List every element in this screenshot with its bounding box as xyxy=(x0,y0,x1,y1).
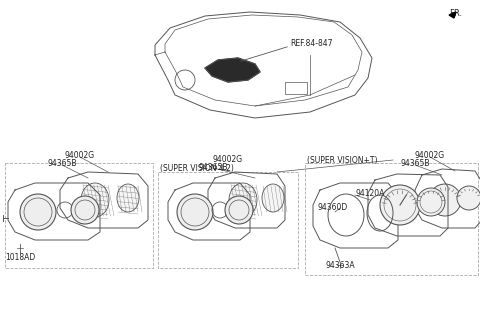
Bar xyxy=(285,82,307,94)
Text: 94365B: 94365B xyxy=(400,159,430,169)
Bar xyxy=(305,163,478,275)
Text: 94365B: 94365B xyxy=(47,159,77,169)
Text: (SUPER VISION+T): (SUPER VISION+T) xyxy=(307,156,377,166)
Text: 94002G: 94002G xyxy=(65,152,95,160)
Text: 94002G: 94002G xyxy=(213,156,243,165)
Text: FR.: FR. xyxy=(449,9,462,18)
Circle shape xyxy=(429,184,461,216)
Polygon shape xyxy=(205,58,260,82)
Text: 94002G: 94002G xyxy=(415,152,445,160)
Circle shape xyxy=(71,196,99,224)
Text: REF.84-847: REF.84-847 xyxy=(290,39,333,49)
Text: 94363A: 94363A xyxy=(325,260,355,270)
Circle shape xyxy=(380,185,420,225)
Polygon shape xyxy=(449,12,456,18)
Bar xyxy=(158,172,298,268)
Ellipse shape xyxy=(117,184,139,212)
Text: 94120A: 94120A xyxy=(355,188,384,198)
Ellipse shape xyxy=(229,183,257,217)
Bar xyxy=(5,163,153,268)
Text: (SUPER VISION 4.2): (SUPER VISION 4.2) xyxy=(160,165,234,173)
Circle shape xyxy=(417,188,445,216)
Text: 94360D: 94360D xyxy=(318,202,348,212)
Circle shape xyxy=(20,194,56,230)
Ellipse shape xyxy=(262,184,284,212)
Text: 94365B: 94365B xyxy=(198,164,228,172)
Circle shape xyxy=(177,194,213,230)
Ellipse shape xyxy=(81,183,109,217)
Circle shape xyxy=(457,186,480,210)
Circle shape xyxy=(225,196,253,224)
Text: 1018AD: 1018AD xyxy=(5,254,35,262)
